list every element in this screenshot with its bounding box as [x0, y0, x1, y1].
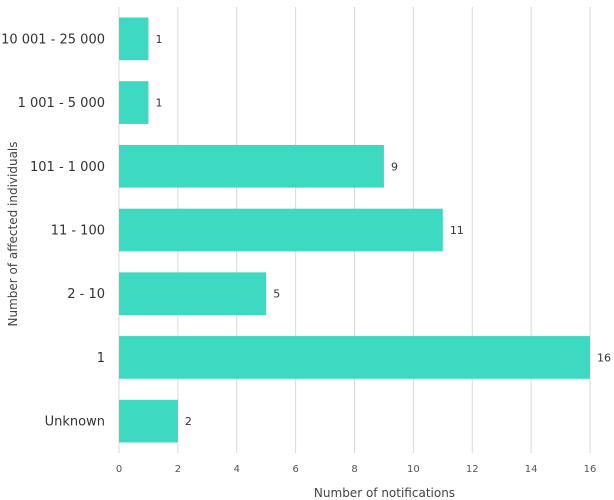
bar — [119, 81, 149, 124]
value-label: 5 — [273, 288, 280, 301]
value-label: 11 — [450, 224, 464, 237]
bars — [119, 17, 590, 443]
x-tick-label: 8 — [351, 464, 357, 475]
bar — [119, 399, 178, 443]
x-tick-label: 0 — [116, 464, 122, 475]
category-label: 101 - 1 000 — [30, 160, 105, 175]
x-axis-title: Number of notifications — [314, 486, 455, 500]
x-tick-label: 10 — [407, 464, 420, 475]
x-tick-label: 14 — [525, 464, 538, 475]
value-label: 1 — [155, 33, 162, 46]
value-label: 16 — [597, 351, 611, 364]
y-axis-title: Number of affected individuals — [6, 141, 20, 326]
x-tick-label: 4 — [234, 464, 240, 475]
x-tick-label: 2 — [175, 464, 181, 475]
bar — [119, 144, 384, 188]
bar — [119, 272, 267, 316]
category-label: 1 001 - 5 000 — [18, 96, 105, 111]
bar — [119, 208, 443, 252]
bar — [119, 336, 590, 379]
category-label: Unknown — [45, 415, 105, 430]
value-label: 2 — [185, 415, 192, 428]
category-label: 2 - 10 — [67, 287, 105, 302]
category-label: 10 001 - 25 000 — [1, 32, 105, 47]
category-label: 1 — [97, 351, 105, 366]
category-label: 11 - 100 — [51, 224, 105, 239]
x-tick-label: 6 — [292, 464, 298, 475]
value-label: 1 — [155, 97, 162, 110]
x-tick-label: 12 — [466, 464, 479, 475]
bar — [119, 17, 149, 61]
value-label: 9 — [391, 160, 398, 173]
x-tick-label: 16 — [584, 464, 597, 475]
